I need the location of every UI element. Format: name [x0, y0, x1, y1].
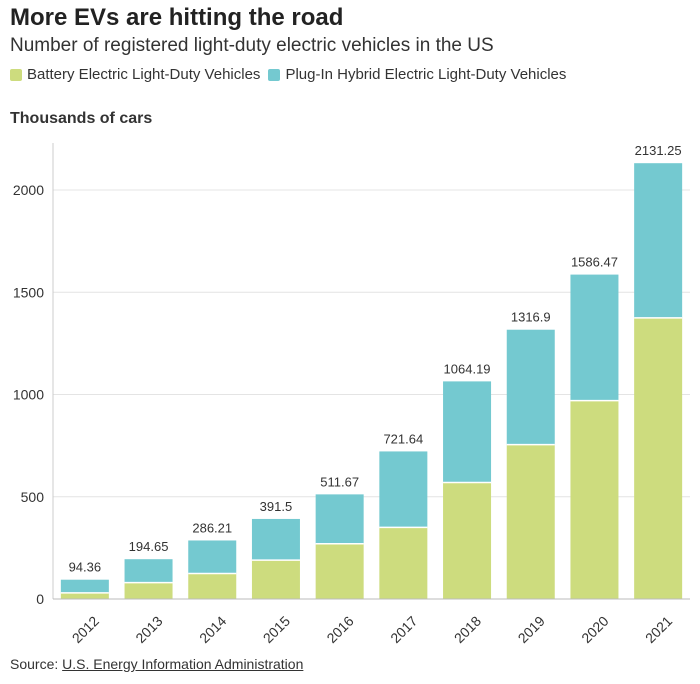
y-tick-label-0: 0	[36, 591, 44, 607]
legend-item-battery[interactable]: Battery Electric Light-Duty Vehicles	[10, 66, 260, 83]
source-link[interactable]: U.S. Energy Information Administration	[62, 656, 304, 672]
bar-2018-plugin-hybrid	[443, 381, 492, 483]
bar-2015-battery	[251, 560, 300, 599]
bar-2020-plugin-hybrid	[570, 274, 619, 401]
x-tick-label-2020: 2020	[578, 613, 611, 646]
y-tick-label-2000: 2000	[13, 182, 44, 198]
bar-total-label-2021: 2131.25	[635, 143, 682, 158]
bar-2017-plugin-hybrid	[379, 451, 428, 528]
bar-2016-battery	[315, 543, 364, 599]
y-tick-label-500: 500	[21, 489, 45, 505]
bar-total-label-2016: 511.67	[320, 474, 359, 489]
y-tick-label-1000: 1000	[13, 387, 44, 403]
x-tick-label-2013: 2013	[132, 613, 165, 646]
bar-2019-plugin-hybrid	[506, 329, 555, 445]
bar-2014-plugin-hybrid	[188, 540, 237, 574]
source-note: Source: U.S. Energy Information Administ…	[10, 656, 303, 672]
bar-total-label-2018: 1064.19	[444, 361, 491, 376]
bar-2021-battery	[634, 317, 683, 599]
bar-total-label-2014: 286.21	[192, 520, 232, 535]
x-tick-label-2019: 2019	[515, 613, 548, 646]
chart-title: More EVs are hitting the road	[10, 4, 344, 31]
bar-total-label-2012: 94.36	[69, 560, 102, 575]
x-tick-label-2017: 2017	[387, 613, 420, 646]
bar-total-label-2020: 1586.47	[571, 255, 618, 270]
x-tick-label-2012: 2012	[69, 613, 102, 646]
x-tick-label-2016: 2016	[323, 613, 356, 646]
bar-2020-battery	[570, 400, 619, 599]
bar-2016-plugin-hybrid	[315, 494, 364, 544]
legend-swatch-battery	[10, 68, 22, 81]
bar-2021-plugin-hybrid	[634, 163, 683, 318]
bar-2013-battery	[124, 582, 173, 599]
bar-total-label-2013: 194.65	[129, 539, 169, 554]
x-tick-label-2018: 2018	[451, 613, 484, 646]
bar-2018-battery	[443, 482, 492, 599]
source-prefix: Source:	[10, 656, 63, 672]
bar-total-label-2015: 391.5	[260, 499, 293, 514]
bar-2015-plugin-hybrid	[251, 518, 300, 561]
legend-label-battery: Battery Electric Light-Duty Vehicles	[27, 66, 261, 83]
x-tick-label-2021: 2021	[642, 613, 675, 646]
bar-total-label-2019: 1316.9	[511, 310, 551, 325]
bar-2013-plugin-hybrid	[124, 559, 173, 583]
bar-2012-battery	[60, 592, 109, 599]
legend: Battery Electric Light-Duty Vehicles Plu…	[10, 66, 574, 83]
bar-2019-battery	[506, 444, 555, 599]
x-tick-label-2015: 2015	[260, 613, 293, 646]
legend-swatch-plugin-hybrid	[268, 68, 281, 81]
bar-2014-battery	[188, 573, 237, 599]
chart-subtitle: Number of registered light-duty electric…	[10, 35, 494, 56]
bar-total-label-2017: 721.64	[383, 431, 423, 446]
legend-label-plugin-hybrid: Plug-In Hybrid Electric Light-Duty Vehic…	[285, 66, 567, 83]
legend-item-plugin-hybrid[interactable]: Plug-In Hybrid Electric Light-Duty Vehic…	[268, 66, 566, 83]
x-tick-label-2014: 2014	[196, 613, 229, 646]
y-tick-label-1500: 1500	[13, 284, 44, 300]
bar-2012-plugin-hybrid	[60, 579, 109, 593]
y-axis-unit-label: Thousands of cars	[10, 110, 153, 127]
bar-2017-battery	[379, 527, 428, 599]
